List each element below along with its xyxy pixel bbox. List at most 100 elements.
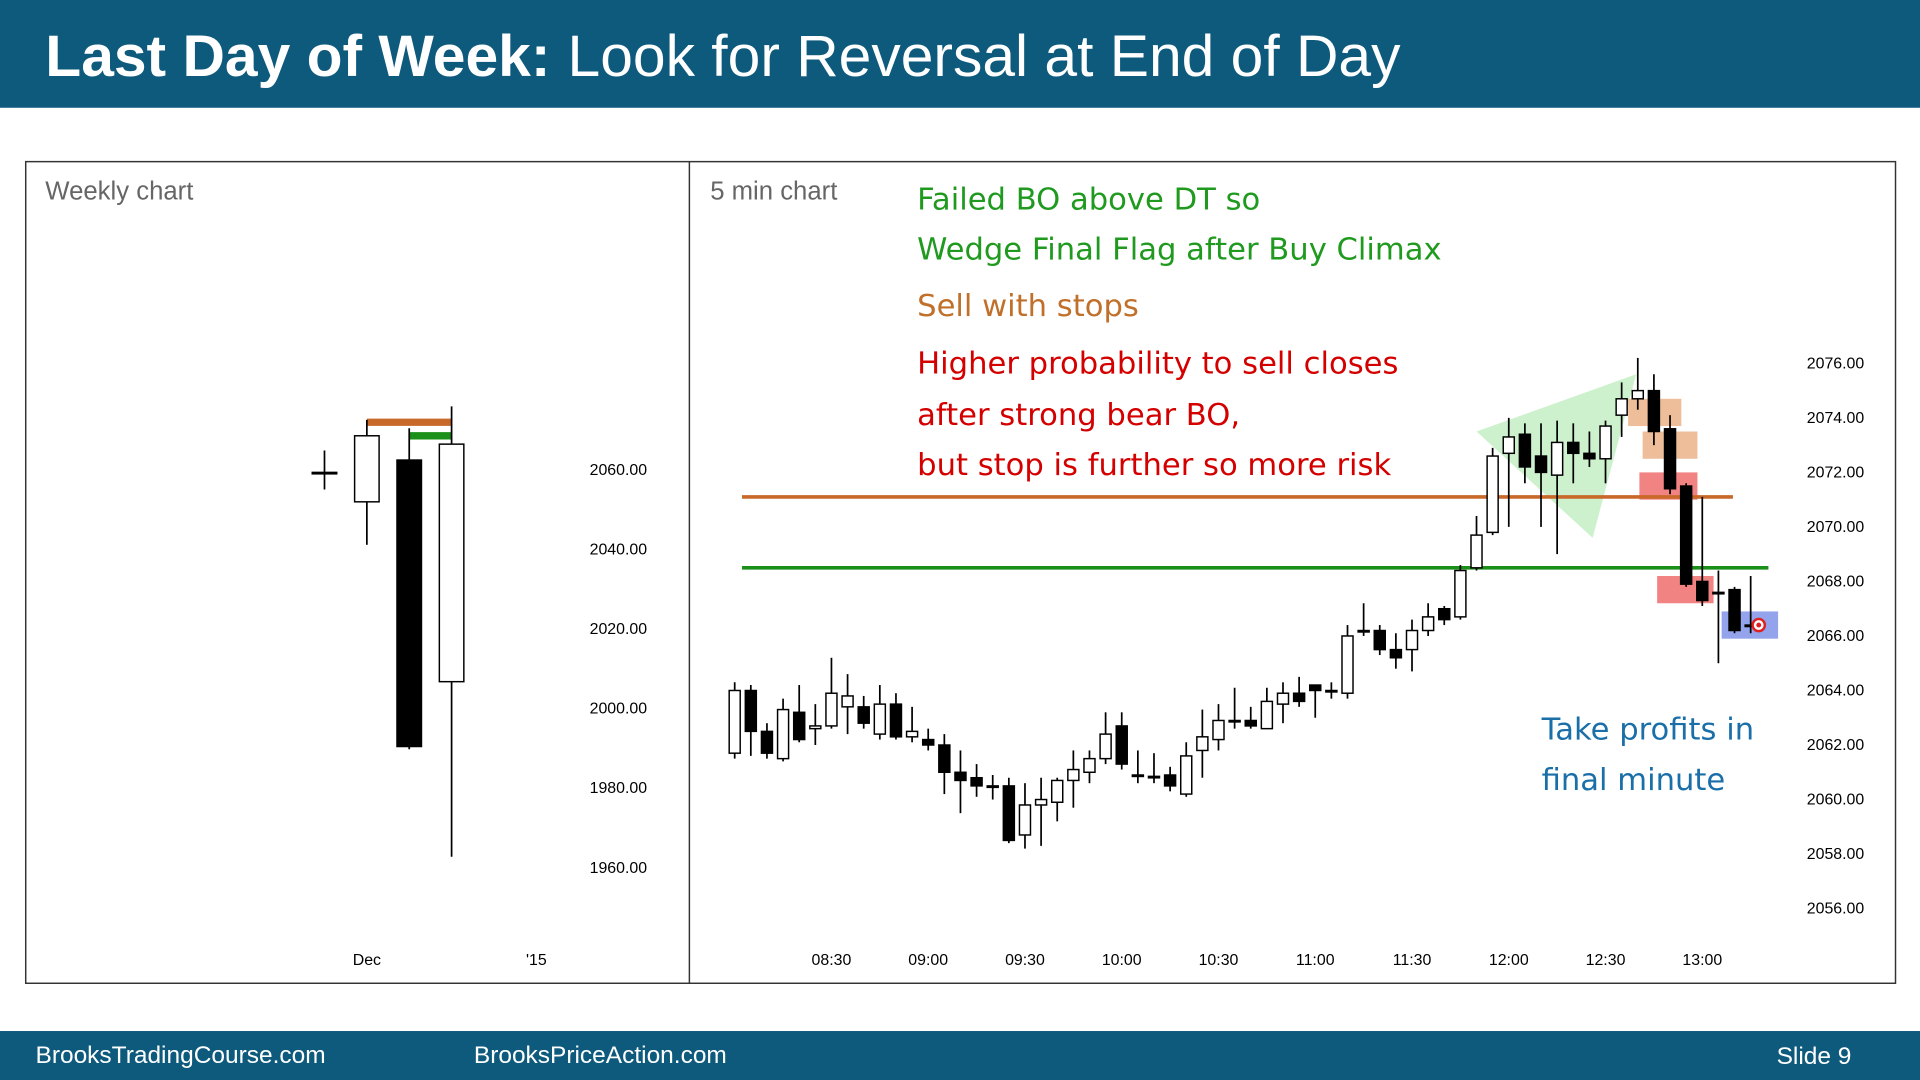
y-tick-label: 2072.00 [1807, 464, 1865, 481]
x-tick-label: 08:30 [812, 952, 852, 969]
y-tick-label: 2060.00 [1807, 791, 1865, 808]
candle-body [954, 771, 967, 782]
candle-body [1067, 768, 1080, 782]
candle-body [311, 471, 338, 475]
x-tick-label: Dec [353, 952, 381, 969]
footer-center: BrooksPriceAction.com [474, 1042, 727, 1069]
candle-body [1309, 684, 1322, 692]
candle-body [1083, 757, 1096, 774]
candle-body [938, 744, 951, 774]
candle-body [1663, 428, 1677, 490]
candle-body [1712, 591, 1725, 595]
candle-body [396, 459, 423, 748]
x-tick-label: 12:00 [1489, 952, 1529, 969]
candle-body [1647, 389, 1661, 433]
candle-body [1341, 635, 1354, 694]
candle-body [1325, 689, 1338, 693]
candle-body [1260, 700, 1274, 730]
candle-body [728, 689, 741, 754]
y-tick-label: 2076.00 [1807, 355, 1865, 372]
candle-body [1567, 441, 1580, 455]
candle-body [1115, 725, 1128, 765]
candle-body [1373, 629, 1387, 651]
slide-number: Slide 9 [1777, 1043, 1852, 1070]
candle-body [1389, 648, 1403, 659]
x-tick-label: '15 [526, 952, 547, 969]
candle-body [873, 703, 887, 735]
candle-body [825, 692, 838, 727]
candle-body [1292, 692, 1306, 703]
candle-body [1728, 588, 1741, 632]
x-tick-label: 10:00 [1102, 952, 1142, 969]
candle-body [1131, 774, 1145, 778]
panel-frame [24, 160, 1897, 984]
x-tick-label: 13:00 [1682, 952, 1722, 969]
candle-body [1196, 736, 1209, 752]
annotation: Wedge Final Flag after Buy Climax [917, 233, 1441, 268]
candle-body [1470, 534, 1483, 569]
candle-body [1099, 733, 1112, 760]
y-tick-label: 2060.00 [590, 462, 648, 479]
candle-body [744, 689, 758, 733]
candle-body [1631, 389, 1645, 400]
candle-body [1696, 580, 1709, 602]
title-rest: Look for Reversal at End of Day [568, 24, 1402, 89]
annotation: Take profits in [1541, 713, 1755, 748]
candle-body [1244, 719, 1257, 727]
marker-dot [1756, 622, 1762, 628]
candle-body [1147, 775, 1161, 779]
candle-body [1276, 692, 1290, 705]
y-tick-label: 2040.00 [590, 541, 648, 558]
y-tick-label: 2000.00 [590, 701, 648, 718]
x-tick-label: 09:00 [908, 952, 948, 969]
candle-body [1179, 755, 1193, 795]
annotation: but stop is further so more risk [917, 448, 1391, 483]
panel-title: 5 min chart [710, 178, 837, 206]
candle-body [1212, 719, 1225, 741]
y-tick-label: 1960.00 [590, 860, 648, 877]
candle-body [1583, 452, 1596, 460]
candle-body [905, 730, 919, 738]
candle-body [760, 730, 774, 754]
annotation: Higher probability to sell closes [917, 346, 1398, 381]
title-bold: Last Day of Week: [45, 24, 550, 89]
annotation: final minute [1542, 763, 1726, 798]
candle-body [1518, 433, 1532, 468]
x-tick-label: 12:30 [1586, 952, 1626, 969]
x-tick-label: 10:30 [1199, 952, 1239, 969]
x-tick-label: 09:30 [1005, 952, 1045, 969]
candle-body [889, 703, 903, 738]
y-tick-label: 2068.00 [1807, 573, 1865, 590]
y-tick-label: 2056.00 [1807, 900, 1865, 917]
candle-body [1550, 441, 1564, 476]
slide-title: Last Day of Week: Look for Reversal at En… [45, 24, 1401, 89]
header-bar [0, 0, 1920, 108]
candle-body [1438, 607, 1451, 621]
annotation: after strong bear BO, [917, 398, 1240, 433]
y-tick-label: 2070.00 [1807, 519, 1865, 536]
candle-body [1599, 425, 1612, 460]
y-tick-label: 2058.00 [1807, 846, 1865, 863]
y-tick-label: 1980.00 [590, 780, 648, 797]
candle-body [1163, 774, 1177, 787]
x-tick-label: 11:30 [1393, 952, 1432, 969]
footer-left: BrooksTradingCourse.com [36, 1042, 326, 1069]
candle-body [921, 738, 935, 746]
y-tick-label: 2062.00 [1807, 737, 1865, 754]
candle-body [1486, 455, 1499, 534]
candle-body [970, 776, 983, 787]
annotation: Sell with stops [917, 289, 1139, 324]
x-tick-label: 11:00 [1296, 952, 1335, 969]
candle-body [776, 708, 790, 760]
candle-body [792, 711, 806, 741]
candle-body [1679, 485, 1693, 585]
candle-body [1050, 779, 1064, 803]
candle-body [1615, 398, 1628, 416]
candle-body [438, 443, 465, 683]
footer-bar [0, 1031, 1920, 1080]
candle-body [1502, 436, 1516, 455]
y-tick-label: 2074.00 [1807, 410, 1865, 427]
candle-body [1534, 455, 1548, 474]
